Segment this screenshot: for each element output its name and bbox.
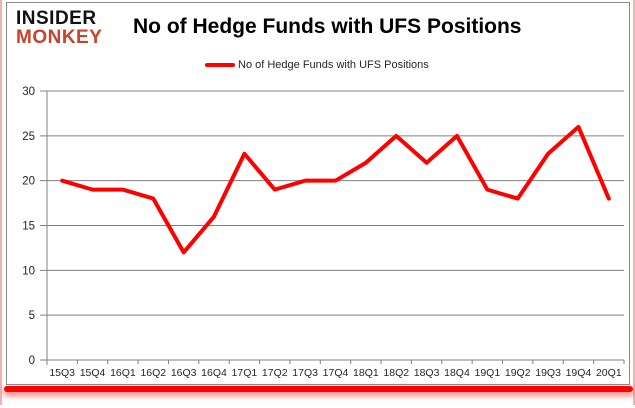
svg-text:15: 15 <box>22 221 35 233</box>
bottom-accent-bar <box>4 386 633 392</box>
series-line <box>60 124 611 255</box>
logo-text-monkey: MONKEY <box>16 27 103 48</box>
svg-text:20Q1: 20Q1 <box>596 367 622 379</box>
svg-text:15Q3: 15Q3 <box>49 367 75 379</box>
svg-text:18Q1: 18Q1 <box>353 367 379 379</box>
svg-text:15Q4: 15Q4 <box>80 367 106 379</box>
chart-title: No of Hedge Funds with UFS Positions <box>133 15 522 38</box>
legend-line-marker <box>205 63 235 67</box>
svg-text:18Q4: 18Q4 <box>444 367 470 379</box>
line-chart-plot: 0 5 10 15 20 25 30 15Q3 15Q4 16Q1 16Q2 16Q3 16Q4 17Q1… <box>22 86 625 379</box>
legend: No of Hedge Funds with UFS Positions <box>205 59 429 71</box>
svg-text:30: 30 <box>22 86 35 98</box>
chart-container: INSIDER MONKEY No of Hedge Funds with UF… <box>6 2 630 385</box>
svg-text:0: 0 <box>29 355 35 367</box>
svg-text:17Q2: 17Q2 <box>262 367 288 379</box>
svg-text:18Q2: 18Q2 <box>383 367 409 379</box>
insider-monkey-logo: INSIDER MONKEY <box>16 9 102 47</box>
svg-text:19Q2: 19Q2 <box>505 367 531 379</box>
svg-text:16Q4: 16Q4 <box>201 367 227 379</box>
svg-text:10: 10 <box>22 265 35 277</box>
logo-text-insider: INSIDER <box>16 8 97 29</box>
legend-label: No of Hedge Funds with UFS Positions <box>238 59 429 71</box>
svg-text:19Q4: 19Q4 <box>566 367 592 379</box>
svg-text:25: 25 <box>22 131 35 143</box>
svg-text:16Q3: 16Q3 <box>171 367 197 379</box>
svg-text:19Q3: 19Q3 <box>535 367 561 379</box>
svg-text:17Q3: 17Q3 <box>292 367 318 379</box>
svg-text:17Q1: 17Q1 <box>232 367 258 379</box>
svg-text:19Q1: 19Q1 <box>474 367 500 379</box>
svg-text:5: 5 <box>29 310 35 322</box>
svg-text:20: 20 <box>22 176 35 188</box>
svg-text:18Q3: 18Q3 <box>414 367 440 379</box>
svg-text:17Q4: 17Q4 <box>323 367 349 379</box>
svg-text:16Q2: 16Q2 <box>140 367 166 379</box>
svg-text:16Q1: 16Q1 <box>110 367 136 379</box>
